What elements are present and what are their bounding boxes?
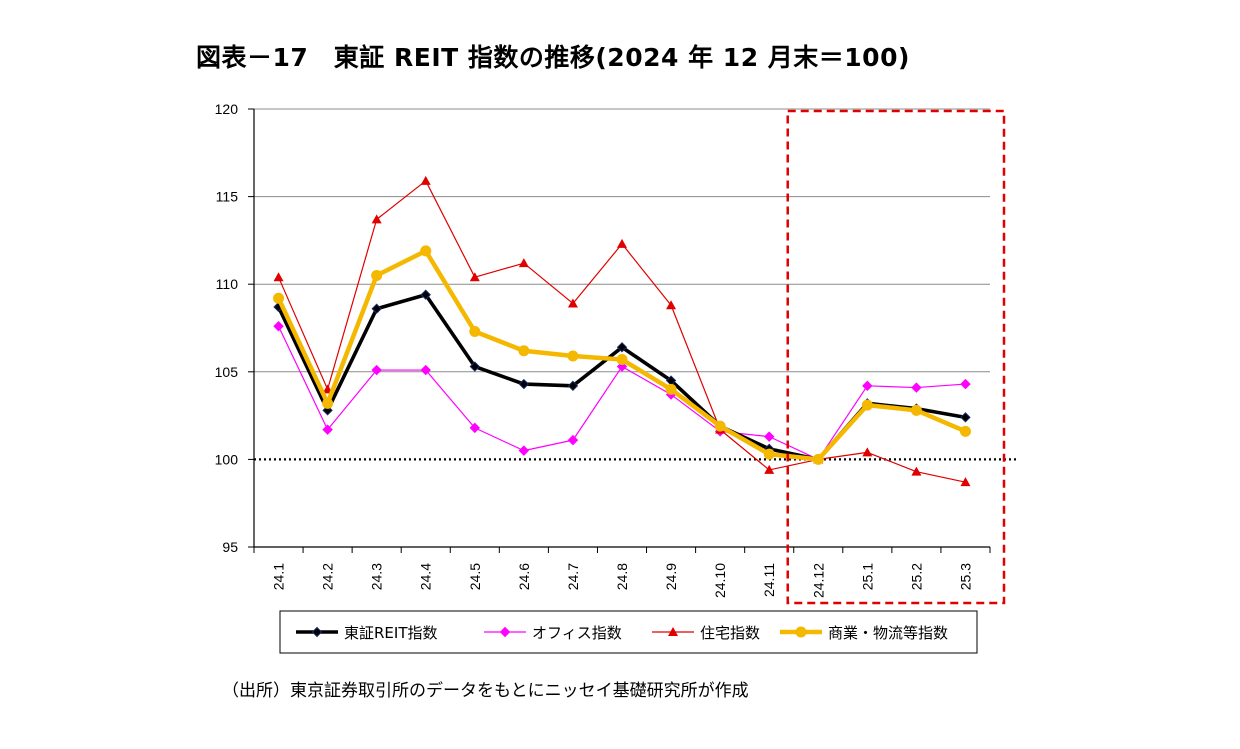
y-tick-label-105: 105 [215,364,239,380]
point-東証REIT指数-24.7 [567,380,579,392]
point-商業・物流等指数-24.2 [322,397,334,409]
point-商業・物流等指数-24.12 [812,453,824,465]
x-tick-label-24.4: 24.4 [418,563,434,590]
axes [253,109,1016,548]
point-商業・物流等指数-24.9 [665,383,677,395]
point-商業・物流等指数-25.3 [959,425,971,437]
point-オフィス指数-24.6 [518,445,530,456]
point-商業・物流等指数-24.3 [371,269,383,281]
series-住宅指数 [273,175,971,487]
point-商業・物流等指数-24.11 [763,448,775,460]
point-商業・物流等指数-24.10 [714,420,726,432]
point-オフィス指数-24.11 [763,431,775,442]
point-オフィス指数-24.7 [567,434,579,446]
point-東証REIT指数-24.4 [420,289,431,300]
point-オフィス指数-24.4 [420,364,431,376]
y-axis-ticks: 95 100 105 110 115 120 [215,101,254,555]
point-オフィス指数-24.5 [469,422,481,434]
point-東証REIT指数-24.3 [371,303,382,314]
x-tick-label-24.2: 24.2 [320,563,336,590]
y-tick-label-110: 110 [216,276,239,292]
source-note: （出所）東京証券取引所のデータをもとにニッセイ基礎研究所が作成 [222,681,749,701]
legend-label-オフィス指数: オフィス指数 [532,624,622,642]
x-tick-label-24.10: 24.10 [712,563,728,598]
x-tick-label-25.3: 25.3 [957,563,973,590]
point-住宅指数-24.3 [371,214,382,224]
point-商業・物流等指数-24.7 [567,350,579,362]
x-tick-label-24.6: 24.6 [516,563,532,590]
y-tick-label-95: 95 [222,539,238,555]
y-tick-label-120: 120 [215,101,239,117]
point-オフィス指数-25.3 [960,378,971,390]
x-tick-label-25.1: 25.1 [859,563,875,590]
series-group [273,175,971,487]
legend-marker-住宅指数 [668,627,678,636]
x-tick-label-24.12: 24.12 [810,563,826,598]
legend-label-住宅指数: 住宅指数 [700,624,760,642]
legend-label-東証REIT指数: 東証REIT指数 [344,624,438,642]
point-住宅指数-24.6 [518,258,529,268]
series-商業・物流等指数 [273,245,971,465]
point-商業・物流等指数-24.8 [616,354,628,366]
point-オフィス指数-25.1 [862,380,873,392]
point-住宅指数-24.9 [666,300,677,310]
point-オフィス指数-24.2 [322,424,333,435]
x-tick-label-24.8: 24.8 [614,563,630,590]
point-住宅指数-25.3 [960,477,971,487]
point-東証REIT指数-24.5 [469,361,481,372]
point-オフィス指数-24.1 [273,321,284,332]
point-住宅指数-24.11 [764,464,775,474]
legend-marker-商業・物流等指数 [795,626,807,638]
point-商業・物流等指数-25.1 [861,399,873,411]
highlight-rect [786,109,1006,605]
x-tick-label-24.11: 24.11 [761,563,777,597]
series-オフィス指数 [273,321,971,465]
legend: 東証REIT指数 オフィス指数 住宅指数 商業・物流等指数 [279,610,978,654]
highlight-box [786,109,1006,605]
legend-marker-東証REIT指数 [311,626,323,638]
point-東証REIT指数-24.8 [616,342,628,353]
series-line-東証REIT指数 [276,292,966,462]
point-商業・物流等指数-24.4 [420,245,432,257]
y-tick-label-100: 100 [215,451,239,467]
point-住宅指数-25.1 [862,447,873,457]
series-東証REIT指数 [273,289,971,465]
x-tick-label-24.7: 24.7 [565,563,581,590]
point-住宅指数-24.7 [567,298,578,308]
legend-marker-オフィス指数 [499,626,511,638]
x-tick-label-24.9: 24.9 [663,563,679,590]
x-tick-label-24.5: 24.5 [467,563,483,590]
point-住宅指数-24.5 [469,272,480,282]
chart-title: 図表－17 東証 REIT 指数の推移(2024 年 12 月末＝100) [196,43,910,72]
point-住宅指数-24.8 [617,238,627,248]
x-tick-label-24.1: 24.1 [271,563,287,590]
point-オフィス指数-25.2 [911,382,922,393]
point-商業・物流等指数-24.6 [518,345,530,357]
point-住宅指数-24.4 [420,175,431,185]
point-商業・物流等指数-24.5 [469,326,481,338]
point-住宅指数-25.2 [911,466,922,476]
x-tick-label-24.3: 24.3 [369,563,385,590]
point-住宅指数-24.1 [273,272,284,282]
point-東証REIT指数-24.6 [518,378,530,390]
point-商業・物流等指数-24.1 [273,292,285,304]
legend-box [279,610,978,654]
x-axis-ticks: 24.1 24.2 24.3 24.4 24.5 24.6 24.7 24.8 24.9 24.1… [253,547,991,598]
point-オフィス指数-24.3 [371,364,382,376]
y-tick-label-115: 115 [216,189,239,205]
point-商業・物流等指数-25.2 [910,404,922,416]
series-line-住宅指数 [277,180,966,483]
legend-label-商業・物流等指数: 商業・物流等指数 [828,624,948,642]
x-tick-label-25.2: 25.2 [908,563,924,590]
point-東証REIT指数-25.3 [960,412,971,423]
